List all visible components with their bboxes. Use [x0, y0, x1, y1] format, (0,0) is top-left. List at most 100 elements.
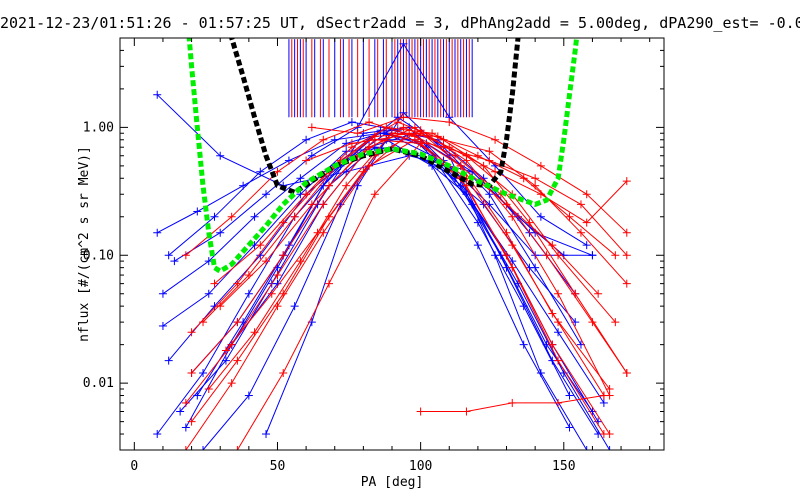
data-point-27-7 — [622, 228, 631, 237]
data-point-4-2 — [262, 190, 271, 199]
data-point-13-6 — [536, 369, 545, 378]
data-point-16-9 — [611, 318, 620, 327]
data-point-19-6 — [473, 151, 482, 160]
series-line-9 — [156, 94, 593, 256]
data-point-25-3 — [359, 167, 368, 176]
series-27 — [307, 113, 631, 237]
data-point-26-3 — [370, 190, 379, 199]
data-point-9-1 — [216, 151, 225, 160]
data-point-25-2 — [313, 228, 322, 237]
data-point-15-3 — [319, 135, 328, 144]
data-point-26-6 — [508, 263, 517, 272]
data-point-12-6 — [473, 241, 482, 250]
data-point-18-8 — [554, 289, 563, 298]
series-20 — [210, 118, 631, 288]
data-point-21-1 — [227, 379, 236, 388]
data-point-15-0 — [181, 251, 190, 260]
data-point-27-6 — [582, 190, 591, 199]
data-point-0-0 — [153, 228, 162, 237]
data-point-21-2 — [273, 302, 282, 311]
data-point-0-1 — [193, 207, 202, 216]
data-point-11-1 — [210, 212, 219, 221]
data-point-5-0 — [181, 423, 190, 432]
series-line-20 — [214, 121, 628, 284]
data-point-24-0 — [187, 369, 196, 378]
data-point-17-8 — [548, 309, 557, 318]
data-point-23-1 — [262, 257, 271, 266]
data-point-27-5 — [536, 161, 545, 170]
data-point-24-8 — [554, 318, 563, 327]
data-point-28-5 — [531, 174, 540, 183]
data-point-21-0 — [181, 446, 190, 450]
x-axis-label: PA [deg] — [361, 475, 424, 490]
data-point-4-0 — [170, 257, 179, 266]
data-point-22-2 — [296, 257, 305, 266]
data-point-28-0 — [302, 156, 311, 165]
data-point-3-9 — [565, 391, 574, 400]
data-point-9-5 — [468, 167, 477, 176]
data-point-11-4 — [347, 118, 356, 127]
data-point-22-7 — [525, 218, 534, 227]
series-23 — [216, 123, 631, 311]
x-tick-label-1: 50 — [270, 459, 286, 474]
data-point-12-0 — [199, 446, 208, 450]
data-point-24-2 — [279, 251, 288, 260]
data-point-13-7 — [582, 446, 591, 450]
data-point-18-6 — [462, 156, 471, 165]
data-point-24-7 — [508, 241, 517, 250]
data-point-28-2 — [393, 132, 402, 141]
data-point-21-8 — [548, 340, 557, 349]
data-point-17-1 — [227, 340, 236, 349]
series-line-21 — [185, 139, 611, 450]
vline-group-blue — [288, 39, 473, 118]
data-point-3-1 — [199, 369, 208, 378]
data-point-25-1 — [267, 289, 276, 298]
data-point-18-1 — [233, 356, 242, 365]
data-point-13-5 — [491, 251, 500, 260]
series-26 — [233, 139, 608, 450]
data-point-24-3 — [325, 181, 334, 190]
data-point-11-9 — [588, 251, 597, 260]
data-point-27-0 — [307, 123, 316, 132]
data-point-12-2 — [290, 302, 299, 311]
data-point-26-1 — [279, 369, 288, 378]
axes: 0 50 100 150 0.01 0.10 1.00 — [83, 37, 664, 474]
data-point-25-9 — [622, 369, 631, 378]
data-point-29-3 — [554, 398, 563, 407]
series-line-10 — [196, 129, 611, 450]
data-point-20-9 — [622, 279, 631, 288]
data-point-23-4 — [399, 123, 408, 132]
data-point-22-0 — [204, 384, 213, 393]
data-point-25-7 — [542, 251, 551, 260]
plot-content — [153, 38, 631, 450]
data-point-26-8 — [599, 430, 608, 439]
data-point-18-0 — [187, 417, 196, 426]
data-point-2-0 — [164, 356, 173, 365]
data-point-24-1 — [233, 318, 242, 327]
series-28 — [302, 132, 631, 260]
data-point-1-0 — [158, 289, 167, 298]
data-point-22-1 — [250, 328, 259, 337]
data-point-29-4 — [599, 391, 608, 400]
series-line-28 — [305, 135, 628, 256]
data-point-6-4 — [342, 147, 351, 156]
data-point-26-0 — [233, 446, 242, 450]
data-point-11-2 — [256, 167, 265, 176]
data-point-12-1 — [244, 391, 253, 400]
data-point-2-7 — [485, 190, 494, 199]
data-point-16-8 — [554, 251, 563, 260]
y-tick-label-2: 1.00 — [83, 120, 114, 135]
data-point-17-2 — [273, 271, 282, 280]
data-point-15-4 — [365, 118, 374, 127]
series-line-23 — [219, 126, 628, 307]
data-point-10-0 — [193, 391, 202, 400]
data-point-28-6 — [576, 200, 585, 209]
data-point-20-6 — [485, 147, 494, 156]
data-point-28-3 — [439, 143, 448, 152]
data-point-7-9 — [599, 398, 608, 407]
chart-title: 2021-12-23/01:51:26 - 01:57:25 UT, dSect… — [0, 14, 800, 32]
data-point-26-4 — [416, 139, 425, 148]
data-point-15-2 — [273, 167, 282, 176]
data-point-19-2 — [290, 212, 299, 221]
